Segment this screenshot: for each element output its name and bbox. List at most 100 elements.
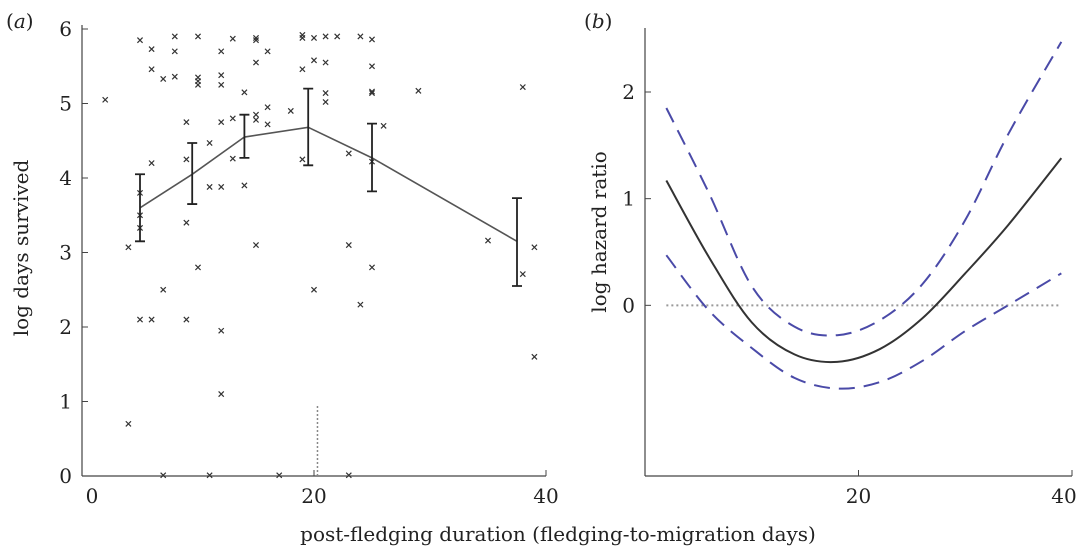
panel-a-point-marker — [368, 36, 376, 43]
panel-a-point-marker — [148, 160, 155, 167]
panel-a-point-marker — [171, 48, 178, 55]
panel-a-point-marker — [334, 33, 341, 40]
panel-a-point-marker — [183, 119, 190, 126]
panel-a-point-marker — [136, 37, 144, 44]
panel-a-point-marker — [252, 116, 260, 123]
panel-a-error-bar — [512, 197, 522, 287]
panel-a-x-tick-label: 0 — [86, 484, 99, 508]
panel-a-point-marker — [287, 107, 294, 114]
panel-a-point-marker — [194, 33, 202, 40]
panel-a-label: (a) — [6, 9, 34, 33]
panel-b-series — [665, 41, 1063, 390]
panel-a-point-marker — [531, 353, 538, 360]
panel-a-point-marker — [136, 316, 144, 323]
panel-a-point-marker — [264, 104, 271, 111]
panel-a-point-marker — [218, 48, 225, 55]
panel-a-point-marker — [102, 96, 109, 103]
panel-a-point-marker — [252, 34, 260, 41]
shared-x-axis-label: post-fledging duration (fledging-to-migr… — [300, 522, 816, 546]
panel-a-point-marker — [345, 472, 352, 479]
panel-b-confidence-curve — [665, 254, 1062, 390]
panel-a-point-marker — [368, 63, 376, 70]
panel-a-point-marker — [206, 183, 213, 190]
panel-a-point-marker — [519, 84, 526, 91]
panel-a-point-marker — [322, 33, 329, 40]
panel-b-y-tick-label: 2 — [622, 80, 635, 104]
panel-a-point-marker — [264, 121, 271, 128]
panel-a-point-marker — [241, 89, 248, 96]
panel-a-point-marker — [252, 59, 260, 66]
panel-a-point-marker — [218, 119, 225, 126]
panel-a-y-tick-label: 3 — [59, 241, 72, 265]
panel-a-point-marker — [194, 264, 202, 271]
panel-a-point-marker — [218, 183, 225, 190]
panel-a-point-marker — [229, 35, 236, 42]
panel-a-point-marker — [218, 391, 225, 398]
panel-b-label: (b) — [584, 9, 612, 33]
panel-a-y-ticks: 0 1 2 3 4 5 6 — [59, 17, 88, 488]
panel-b-confidence-curve — [665, 41, 1063, 337]
panel-a-point-marker — [299, 66, 306, 73]
panel-a-point-marker — [357, 301, 364, 308]
panel-a-point-marker — [218, 72, 225, 79]
panel-a-point-marker — [206, 472, 213, 479]
panel-a-point-marker — [380, 122, 387, 129]
panel-a-point-marker — [531, 244, 538, 251]
panel-b-y-tick-label: 0 — [622, 293, 635, 317]
panel-b-y-ticks: 0 1 2 — [622, 80, 651, 317]
panel-a-y-tick-label: 2 — [59, 315, 72, 339]
panel-a-point-marker — [322, 90, 329, 97]
panel-a-error-bar — [187, 142, 198, 205]
panel-a-point-marker — [310, 34, 318, 41]
panel-a-y-axis-label: log days survived — [9, 160, 33, 337]
panel-b-estimate-curve — [665, 157, 1063, 364]
panel-a-error-bar — [135, 173, 145, 243]
panel-a-point-marker — [241, 182, 248, 189]
panel-a-point-marker — [229, 115, 236, 122]
panel-a-error-bar — [303, 87, 314, 167]
panel-a-point-marker — [183, 316, 190, 323]
panel-a-point-marker — [229, 155, 236, 162]
panel-a-point-marker — [252, 37, 260, 44]
panel-a-point-marker — [183, 156, 190, 163]
panel-b-y-axis-label: log hazard ratio — [587, 151, 611, 313]
panel-a-y-tick-label: 0 — [59, 464, 72, 488]
panel-a-point-marker — [171, 33, 178, 40]
panel-b-x-ticks: 20 40 — [846, 470, 1077, 508]
panel-a-point-marker — [519, 271, 526, 278]
panel-a-x-tick-label: 20 — [301, 484, 326, 508]
panel-a-point-marker — [218, 327, 225, 334]
panel-a-point-marker — [218, 81, 225, 88]
panel-a-point-marker — [299, 34, 306, 41]
panel-a-point-marker — [160, 75, 167, 82]
panel-b-x-tick-label: 40 — [1051, 484, 1076, 508]
panel-a-point-marker — [252, 242, 260, 249]
panel-a-x-ticks: 0 20 40 — [81, 470, 559, 508]
panel-a-x-tick-label: 40 — [533, 484, 558, 508]
panel-a-mean-line — [139, 126, 518, 243]
panel-a-point-marker — [252, 111, 260, 118]
panel-b-y-tick-label: 1 — [622, 187, 635, 211]
panel-a-point-marker — [276, 472, 283, 479]
panel-a-point-marker — [310, 57, 318, 64]
panel-a-error-bars — [135, 87, 522, 287]
panel-a-point-marker — [322, 98, 329, 106]
panel-a-point-marker — [345, 150, 352, 157]
panel-a-points — [102, 31, 538, 479]
panel-a-point-marker — [310, 286, 318, 293]
panel-a-y-tick-label: 5 — [59, 92, 72, 116]
panel-a-point-marker — [194, 81, 202, 88]
panel-b-axes — [644, 28, 1072, 477]
panel-a-point-marker — [183, 219, 190, 226]
panel-b-x-tick-label: 20 — [846, 484, 871, 508]
panel-a-point-marker — [160, 472, 167, 479]
panel-a-point-marker — [357, 33, 364, 40]
panel-a-point-marker — [125, 420, 132, 427]
panel-b-line-chart: (b) 012 20 40 log hazard ratio — [584, 9, 1077, 508]
panel-a-point-marker — [368, 88, 376, 95]
panel-a-point-marker — [368, 90, 376, 97]
panel-a-point-marker — [125, 244, 132, 251]
panel-a-point-marker — [264, 48, 271, 55]
panel-a-point-marker — [299, 156, 306, 163]
